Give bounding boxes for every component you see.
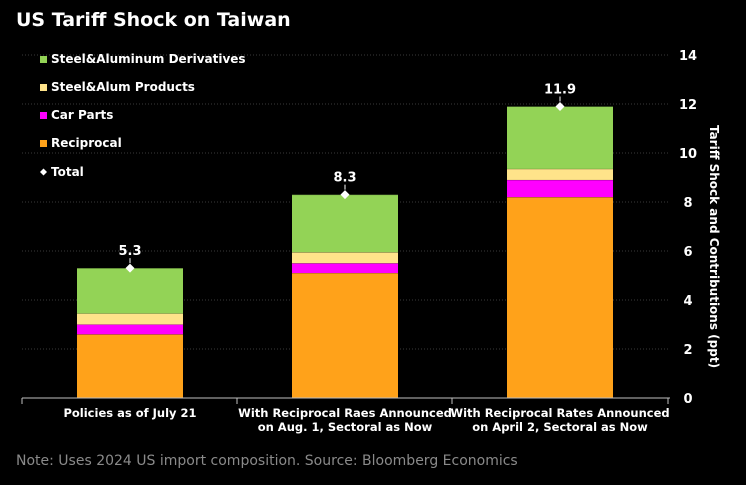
legend-swatch xyxy=(40,112,47,119)
total-label: 11.9 xyxy=(544,82,576,97)
source-note: Note: Uses 2024 US import composition. S… xyxy=(16,453,518,469)
y-tick-label: 14 xyxy=(679,49,697,64)
y-axis: 0 2 4 6 8 10 12 14 xyxy=(21,49,697,407)
total-marker xyxy=(555,101,565,111)
y-tick-label: 0 xyxy=(683,392,692,407)
total-marker xyxy=(125,263,135,273)
bar-segment-car-parts xyxy=(507,179,613,198)
legend-label: Steel&Aluminum Derivatives xyxy=(51,52,246,66)
y-tick-label: 4 xyxy=(683,294,692,309)
total-marker xyxy=(340,190,350,200)
x-tick-label: on Aug. 1, Sectoral as Now xyxy=(258,420,433,434)
legend-swatch xyxy=(40,56,47,63)
bar-segment-steel-alum-products xyxy=(77,313,183,325)
x-tick-label: With Reciprocal Raes Announced xyxy=(238,406,452,420)
y-axis-title: Tariff Shock and Contributions (ppt) xyxy=(707,125,721,368)
legend-swatch xyxy=(40,168,47,176)
total-label: 5.3 xyxy=(118,244,141,259)
y-tick-label: 2 xyxy=(683,343,692,358)
legend: Steel&Aluminum Derivatives Steel&Alum Pro… xyxy=(40,52,246,179)
total-markers: 5.3 8.3 11.9 xyxy=(118,82,576,273)
x-tick-label: Policies as of July 21 xyxy=(63,406,196,420)
x-tick-label: on April 2, Sectoral as Now xyxy=(472,420,648,434)
y-tick-label: 8 xyxy=(683,196,692,211)
bar-segment-reciprocal xyxy=(507,197,613,398)
bar-segment-steel-aluminum-derivatives xyxy=(292,194,398,253)
legend-label: Car Parts xyxy=(51,108,113,122)
bar-segment-car-parts xyxy=(292,263,398,274)
bar-segment-steel-alum-products xyxy=(292,252,398,264)
legend-swatch xyxy=(40,140,47,147)
bar-segment-steel-alum-products xyxy=(507,168,613,180)
y-tick-label: 10 xyxy=(679,147,697,162)
bar-segment-reciprocal xyxy=(77,334,183,398)
legend-swatch xyxy=(40,84,47,91)
total-label: 8.3 xyxy=(333,171,356,186)
bar-segment-car-parts xyxy=(77,324,183,335)
legend-label: Steel&Alum Products xyxy=(51,80,195,94)
bar-segment-reciprocal xyxy=(292,273,398,398)
y-tick-label: 6 xyxy=(683,245,692,260)
x-tick-label: With Reciprocal Rates Announced xyxy=(450,406,669,420)
legend-label: Reciprocal xyxy=(51,136,122,150)
chart-title: US Tariff Shock on Taiwan xyxy=(16,9,291,31)
bar-segment-steel-aluminum-derivatives xyxy=(77,268,183,314)
x-axis-categories: Policies as of July 21 With Reciprocal Ra… xyxy=(63,406,669,434)
bars xyxy=(77,105,613,398)
legend-label: Total xyxy=(51,165,84,179)
y-tick-label: 12 xyxy=(679,98,697,113)
bar-segment-steel-aluminum-derivatives xyxy=(507,106,613,169)
